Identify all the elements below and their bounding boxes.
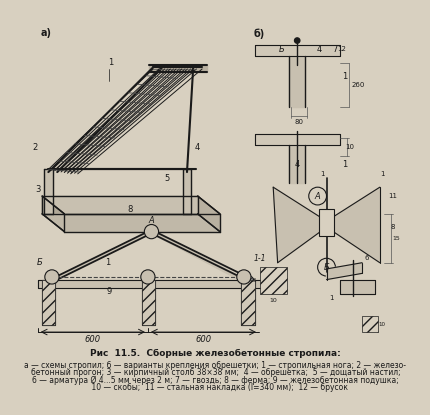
Text: 4: 4 bbox=[195, 143, 200, 152]
Text: 9: 9 bbox=[106, 287, 111, 295]
Text: а): а) bbox=[40, 29, 51, 39]
Text: 10 — скобы;  11 — стальная накладка (l=340 мм);  12 — брусок: 10 — скобы; 11 — стальная накладка (l=34… bbox=[82, 383, 347, 392]
Polygon shape bbox=[148, 66, 206, 72]
Polygon shape bbox=[361, 316, 377, 332]
Text: 1-1: 1-1 bbox=[253, 254, 266, 263]
Text: 1: 1 bbox=[379, 171, 384, 177]
Text: 10: 10 bbox=[269, 298, 276, 303]
Text: Рис  11.5.  Сборные железобетонные стропила:: Рис 11.5. Сборные железобетонные стропил… bbox=[90, 349, 340, 358]
Circle shape bbox=[294, 38, 299, 43]
Text: 12: 12 bbox=[336, 46, 345, 52]
Polygon shape bbox=[42, 196, 219, 214]
Polygon shape bbox=[241, 281, 254, 325]
Circle shape bbox=[141, 270, 155, 284]
Polygon shape bbox=[42, 196, 64, 232]
Polygon shape bbox=[42, 214, 219, 232]
Polygon shape bbox=[255, 45, 339, 56]
Text: 4: 4 bbox=[316, 45, 321, 54]
Text: 1: 1 bbox=[319, 171, 324, 177]
Text: 6 — арматура Ø 4...5 мм через 2 м; 7 — гвоздь; 8 — ферма; 9 — железобетонная под: 6 — арматура Ø 4...5 мм через 2 м; 7 — г… bbox=[32, 376, 398, 385]
Text: 10: 10 bbox=[377, 322, 384, 327]
Polygon shape bbox=[259, 267, 286, 294]
Polygon shape bbox=[141, 281, 155, 325]
Polygon shape bbox=[339, 281, 375, 294]
Polygon shape bbox=[141, 281, 155, 325]
Polygon shape bbox=[42, 281, 55, 325]
Polygon shape bbox=[255, 134, 339, 144]
Polygon shape bbox=[326, 263, 361, 280]
Polygon shape bbox=[44, 169, 53, 214]
Text: 80: 80 bbox=[294, 119, 303, 125]
Text: б): б) bbox=[253, 28, 264, 39]
Text: Б: Б bbox=[323, 263, 329, 272]
Text: бетонный прогон; 3 — кирпичный столб 38×38 мм;  4 — обрешетка;  5 — дощатый наст: бетонный прогон; 3 — кирпичный столб 38×… bbox=[31, 369, 399, 377]
Polygon shape bbox=[48, 232, 155, 281]
Text: 1: 1 bbox=[341, 72, 346, 81]
Text: 2: 2 bbox=[32, 143, 37, 152]
Text: а — схемы стропил; б — варианты крепления обрешетки; 1 — стропильная нога; 2 — ж: а — схемы стропил; б — варианты креплени… bbox=[25, 361, 405, 370]
Text: 8: 8 bbox=[127, 205, 132, 214]
Polygon shape bbox=[326, 187, 379, 263]
Text: 600: 600 bbox=[195, 334, 211, 344]
Polygon shape bbox=[37, 281, 262, 288]
Polygon shape bbox=[289, 144, 304, 183]
Circle shape bbox=[244, 276, 253, 285]
Polygon shape bbox=[289, 56, 304, 107]
Polygon shape bbox=[197, 196, 219, 232]
Polygon shape bbox=[182, 169, 191, 214]
Polygon shape bbox=[42, 281, 55, 325]
Text: 4: 4 bbox=[294, 161, 299, 169]
Text: 260: 260 bbox=[350, 82, 364, 88]
Text: 5: 5 bbox=[163, 174, 169, 183]
Bar bbox=[319, 210, 333, 236]
Polygon shape bbox=[147, 232, 247, 281]
Text: 1: 1 bbox=[105, 258, 110, 267]
Polygon shape bbox=[241, 281, 254, 325]
Circle shape bbox=[236, 270, 250, 284]
Text: 1: 1 bbox=[108, 58, 113, 67]
Circle shape bbox=[45, 270, 59, 284]
Text: 15: 15 bbox=[248, 278, 256, 283]
Text: A: A bbox=[148, 217, 154, 225]
Polygon shape bbox=[273, 187, 326, 263]
Text: 7: 7 bbox=[332, 45, 337, 54]
Text: Б: Б bbox=[37, 258, 42, 267]
Circle shape bbox=[144, 225, 158, 239]
Text: 3: 3 bbox=[35, 186, 40, 194]
Text: 15: 15 bbox=[391, 236, 399, 241]
Text: A: A bbox=[314, 192, 320, 200]
Text: 10: 10 bbox=[344, 144, 353, 150]
Text: Б: Б bbox=[279, 45, 284, 54]
Text: 6: 6 bbox=[363, 255, 368, 261]
Text: 11: 11 bbox=[388, 193, 397, 199]
Text: 600: 600 bbox=[85, 334, 101, 344]
Text: 1: 1 bbox=[341, 161, 346, 169]
Text: 1: 1 bbox=[328, 295, 332, 301]
Text: 8: 8 bbox=[390, 224, 394, 230]
